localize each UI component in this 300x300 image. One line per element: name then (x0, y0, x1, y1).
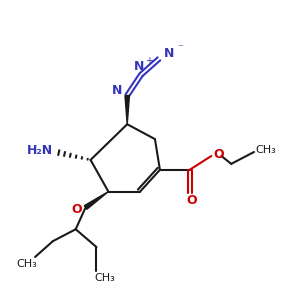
Text: O: O (71, 203, 82, 216)
Polygon shape (84, 192, 108, 209)
Text: ⁻: ⁻ (177, 43, 183, 53)
Text: CH₃: CH₃ (256, 145, 276, 155)
Text: H₂N: H₂N (27, 143, 53, 157)
Polygon shape (125, 95, 129, 124)
Text: N: N (112, 84, 122, 97)
Text: N: N (134, 60, 144, 73)
Text: N: N (164, 47, 174, 60)
Text: O: O (213, 148, 224, 161)
Text: O: O (186, 194, 197, 207)
Text: CH₃: CH₃ (17, 259, 38, 269)
Text: CH₃: CH₃ (94, 273, 115, 283)
Text: +: + (145, 56, 153, 66)
